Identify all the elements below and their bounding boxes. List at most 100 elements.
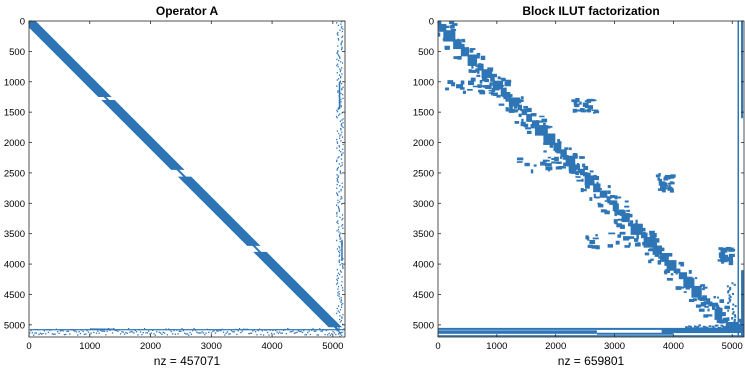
nonzero-mark [66, 330, 68, 332]
nonzero-mark [336, 248, 339, 250]
nonzero-mark [722, 254, 729, 258]
nonzero-mark [445, 87, 449, 91]
nonzero-mark [519, 99, 524, 102]
nonzero-mark [33, 334, 35, 336]
nonzero-mark [208, 331, 210, 333]
nonzero-mark [314, 329, 316, 331]
nonzero-mark [278, 329, 280, 331]
nonzero-mark [335, 115, 338, 118]
nonzero-mark [342, 266, 344, 268]
nonzero-mark [535, 129, 540, 132]
nonzero-mark [342, 267, 344, 270]
nonzero-mark [337, 205, 339, 208]
nonzero-mark [337, 107, 340, 109]
nonzero-mark [226, 329, 228, 331]
nonzero-mark [336, 72, 338, 74]
nonzero-mark [289, 331, 291, 333]
nonzero-mark [123, 333, 126, 335]
nonzero-mark [245, 328, 247, 330]
nonzero-mark [128, 329, 131, 331]
nonzero-mark [297, 329, 299, 331]
nonzero-mark [73, 330, 75, 332]
nonzero-mark [664, 269, 671, 273]
nonzero-mark [340, 296, 342, 299]
nonzero-mark [637, 231, 643, 235]
nonzero-mark [589, 197, 593, 201]
nonzero-mark [339, 259, 341, 261]
nonzero-mark [338, 234, 341, 237]
nonzero-mark [732, 303, 735, 306]
nonzero-mark [479, 79, 483, 84]
nonzero-mark [47, 329, 49, 331]
nonzero-mark [542, 159, 547, 163]
nonzero-mark [57, 331, 59, 333]
nonzero-mark [624, 245, 631, 248]
nonzero-mark [331, 329, 334, 331]
nonzero-mark [319, 329, 322, 331]
nonzero-mark [699, 327, 703, 330]
nonzero-mark [309, 333, 312, 336]
nonzero-mark [266, 331, 269, 334]
nonzero-mark [180, 330, 182, 333]
diagonal-block [438, 23, 447, 32]
nonzero-mark [233, 331, 235, 333]
nonzero-mark [342, 265, 344, 267]
nonzero-mark [633, 227, 639, 232]
nonzero-mark [594, 189, 597, 192]
nonzero-mark [451, 82, 456, 87]
nonzero-mark [166, 329, 168, 331]
nonzero-mark [610, 195, 616, 198]
nonzero-mark [102, 330, 104, 332]
nonzero-mark [708, 325, 712, 328]
nonzero-mark [335, 192, 338, 194]
nonzero-mark [53, 329, 56, 331]
nonzero-mark [65, 333, 67, 336]
nonzero-mark [340, 104, 342, 107]
nonzero-mark [342, 152, 344, 154]
nonzero-mark [244, 328, 246, 331]
nonzero-mark [182, 329, 184, 331]
nonzero-mark [339, 236, 341, 238]
nonzero-mark [481, 77, 487, 81]
nonzero-mark [505, 107, 509, 112]
nonzero-mark [152, 329, 155, 331]
y-tick-label: 0 [20, 17, 25, 28]
nonzero-mark [714, 324, 718, 327]
nonzero-mark [604, 210, 610, 215]
nonzero-mark [256, 329, 259, 331]
nonzero-mark [250, 329, 252, 331]
nonzero-mark [339, 233, 341, 236]
nonzero-mark [337, 176, 339, 178]
nonzero-mark [340, 237, 342, 239]
nonzero-mark [707, 308, 710, 312]
nonzero-mark [585, 184, 590, 189]
nonzero-mark [660, 184, 667, 187]
nonzero-mark [340, 23, 342, 25]
nonzero-mark [140, 329, 143, 331]
nonzero-mark [636, 231, 639, 236]
nonzero-mark [734, 315, 737, 318]
nonzero-mark [337, 333, 340, 335]
nonzero-mark [336, 174, 338, 176]
nonzero-mark [505, 98, 510, 102]
nonzero-mark [692, 289, 696, 295]
nonzero-mark [109, 329, 111, 331]
nonzero-mark [475, 68, 479, 72]
nonzero-mark [339, 171, 341, 174]
nonzero-mark [728, 260, 734, 266]
diagonal-block [492, 80, 504, 90]
nonzero-mark [338, 163, 340, 165]
nonzero-mark [144, 329, 147, 331]
nonzero-mark [670, 273, 674, 276]
nonzero-mark [302, 329, 304, 331]
nonzero-mark [336, 141, 338, 143]
nonzero-mark [274, 329, 276, 331]
nonzero-mark [192, 329, 195, 331]
nonzero-mark [168, 328, 170, 330]
nonzero-mark [258, 328, 261, 330]
nonzero-mark [575, 104, 579, 108]
nonzero-mark [538, 120, 544, 123]
nonzero-mark [341, 67, 343, 69]
nonzero-mark [725, 246, 732, 251]
nonzero-mark [53, 333, 55, 336]
